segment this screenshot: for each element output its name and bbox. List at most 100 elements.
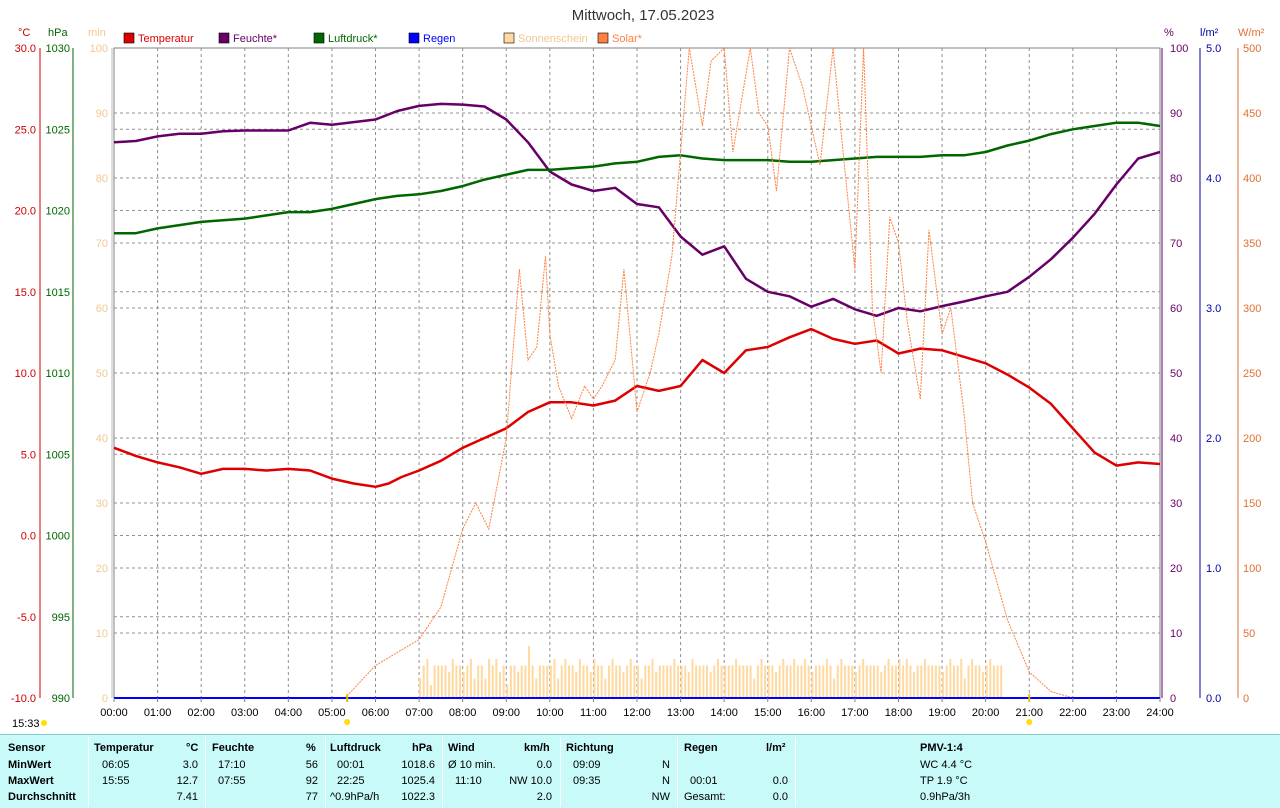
sunshine-bar (869, 665, 872, 698)
sunshine-bar (459, 665, 462, 698)
sunshine-bar (811, 672, 814, 698)
sunshine-bar (789, 665, 792, 698)
feuchte-min-time: 17:10 (218, 759, 246, 771)
legend-label: Luftdruck* (328, 33, 378, 45)
chart-title: Mittwoch, 17.05.2023 (572, 7, 715, 24)
humidity-tick-label: 70 (1170, 238, 1182, 250)
sunshine-bar (963, 678, 966, 698)
feuchte-avg-value: 77 (305, 791, 318, 803)
x-tick-label: 13:00 (667, 707, 695, 719)
sunshine-bar (727, 665, 730, 698)
sunshine-bar (542, 665, 545, 698)
wind-max-value: NW 10.0 (509, 775, 552, 787)
sunshine-bars (419, 646, 1003, 698)
solar-tick-label: 200 (1243, 433, 1261, 445)
temperatur-series-line (113, 327, 1161, 489)
sunshine-bar (782, 659, 785, 698)
sunshine-bar (702, 665, 705, 698)
sunshine-tick-label: 60 (96, 303, 108, 315)
temperature-tick-label: 30.0 (15, 43, 36, 55)
sunshine-bar (971, 659, 974, 698)
sunshine-bar (506, 685, 509, 698)
sunshine-bar (484, 678, 487, 698)
sunshine-tick-label: 90 (96, 108, 108, 120)
humidity-tick-label: 20 (1170, 563, 1182, 575)
pmv-pressure-trend: 0.9hPa/3h (920, 791, 971, 803)
regen-header: Regen (684, 742, 718, 754)
wind-max-time: 11:10 (455, 775, 482, 787)
sunshine-bar (637, 665, 639, 698)
sunshine-bar (996, 665, 999, 698)
sunshine-bar (560, 665, 563, 698)
x-tick-label: 02:00 (187, 707, 215, 719)
humidity-tick-label: 60 (1170, 303, 1182, 315)
sunshine-bar (804, 659, 807, 698)
pressure-tick-label: 1005 (46, 449, 70, 461)
sunshine-bar (814, 665, 817, 698)
sunshine-bar (927, 665, 930, 698)
sunshine-bar (716, 659, 719, 698)
sunshine-bar (586, 665, 589, 698)
x-tick-label: 08:00 (449, 707, 477, 719)
sunshine-bar (666, 665, 669, 698)
sunshine-bar (989, 659, 992, 698)
sunshine-bar (931, 665, 934, 698)
sunshine-bar (880, 672, 883, 698)
footer-divider (442, 737, 443, 807)
sunshine-bar (695, 665, 698, 698)
sunshine-bar (611, 659, 614, 698)
sunshine-bar (887, 659, 890, 698)
sunshine-bar (698, 665, 701, 698)
legend-label: Feuchte* (233, 33, 278, 45)
solar-tick-label: 350 (1243, 238, 1261, 250)
humidity-tick-label: 10 (1170, 628, 1182, 640)
sunshine-bar (444, 665, 447, 698)
regen-total-value: 0.0 (772, 791, 788, 803)
solar-series-line (344, 46, 1073, 699)
current-time-marker (41, 720, 47, 726)
solar-tick-label: 0 (1243, 693, 1249, 705)
axis-unit-labels: °C hPa min% l/m² W/m² (18, 27, 1265, 39)
luftdruck-header: Luftdruck (330, 742, 381, 754)
luftdruck-trend: ^0.9hPa/h (330, 791, 380, 803)
pressure-tick-label: 990 (52, 693, 70, 705)
humidity-tick-label: 50 (1170, 368, 1182, 380)
sunshine-bar (767, 665, 770, 698)
richtung-header: Richtung (566, 742, 614, 754)
sunshine-bar (738, 665, 741, 698)
sunshine-bar (778, 665, 781, 698)
sunshine-bar (655, 672, 658, 698)
sunshine-bar (992, 665, 995, 698)
chart-grid (113, 47, 1161, 699)
sunshine-bar (796, 665, 799, 698)
humidity-tick-label: 0 (1170, 693, 1176, 705)
feuchte-series-line (113, 102, 1161, 318)
x-tick-label: 09:00 (492, 707, 520, 719)
temperatur-unit: °C (186, 742, 199, 754)
sunshine-bar (578, 659, 581, 698)
sunshine-bar (462, 672, 465, 698)
sunshine-bar (938, 665, 941, 698)
sunshine-bar (749, 665, 752, 698)
sunshine-bar (466, 665, 469, 698)
x-tick-label: 19:00 (928, 707, 956, 719)
richtung-max-value: N (662, 775, 670, 787)
humidity-tick-label: 90 (1170, 108, 1182, 120)
temp-unit-label: °C (18, 27, 30, 39)
row-label-max: MaxWert (8, 775, 54, 787)
feuchte-header: Feuchte (212, 742, 255, 754)
sunshine-bar (851, 665, 854, 698)
temperatur-min-value: 3.0 (182, 759, 198, 771)
temperatur-avg-value: 7.41 (176, 791, 198, 803)
sunshine-bar (426, 659, 429, 698)
x-tick-label: 15:00 (754, 707, 782, 719)
x-axis-ticks: 00:00 01:00 02:00 03:00 04:00 05:00 06:00 07:00… (100, 694, 1174, 725)
sunshine-bar (448, 672, 451, 698)
sunshine-bar (618, 665, 621, 698)
sunshine-bar (836, 665, 839, 698)
sunshine-bar (862, 659, 865, 698)
sunshine-bar (822, 665, 825, 698)
sunshine-bar (553, 659, 556, 698)
rain-tick-label: 0.0 (1206, 693, 1221, 705)
solar-tick-label: 300 (1243, 303, 1261, 315)
